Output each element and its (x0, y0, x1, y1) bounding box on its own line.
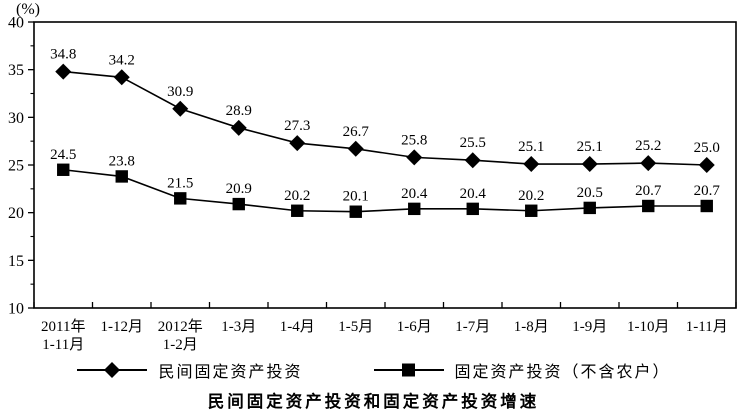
data-label: 25.1 (518, 139, 544, 155)
chart-title: 民间固定资产投资和固定资产投资增速 (207, 392, 540, 411)
series-total-investment: 24.5 23.8 21.5 20.9 20.2 20.1 20.4 20.4 20.2 20.5… (50, 147, 720, 218)
data-point-marker (113, 69, 130, 86)
diamond-marker-icon (77, 362, 148, 378)
data-point-marker (174, 192, 187, 205)
data-label: 24.5 (50, 147, 76, 163)
x-tick-label: 2011年 1-11月 (41, 318, 85, 353)
x-tick-label: 1-12月 (101, 319, 144, 335)
x-tick-label: 1-4月 (280, 319, 315, 335)
y-tick-label: 35 (8, 62, 24, 79)
plot-border (33, 21, 737, 309)
data-label: 20.4 (460, 186, 487, 202)
data-point-marker (347, 140, 364, 157)
series-private-investment: 34.8 34.2 30.9 28.9 27.3 26.7 25.8 25.5 25.1 25.1… (50, 47, 720, 173)
data-label: 25.0 (694, 140, 720, 156)
x-tick-label: 1-7月 (455, 319, 490, 335)
data-point-marker (408, 202, 421, 216)
data-label: 20.2 (284, 188, 310, 204)
y-tick-label: 10 (8, 301, 24, 318)
data-label: 20.2 (518, 188, 544, 204)
x-axis: 2011年 1-11月 1-12月 2012年 1-2月 1-3月 1-4月 1-5月 1-6月… (33, 302, 737, 353)
x-tick-label: 1-3月 (221, 319, 256, 335)
square-marker-icon (373, 363, 444, 377)
legend-item-private-investment: 民间固定资产投资 (76, 358, 302, 382)
data-label: 20.7 (635, 183, 662, 199)
data-label: 20.5 (577, 185, 603, 201)
series-line (63, 168, 707, 213)
x-tick-label: 1-9月 (572, 319, 607, 335)
data-label: 30.9 (167, 84, 193, 100)
data-point-marker (57, 163, 70, 176)
data-point-marker (583, 201, 596, 215)
data-point-marker (55, 63, 72, 80)
data-point-marker (349, 205, 362, 218)
data-point-marker (698, 157, 715, 173)
data-label: 25.2 (635, 138, 661, 154)
data-point-marker (523, 156, 540, 173)
legend-label: 固定资产投资（不含农户） (454, 364, 671, 381)
data-label: 34.2 (109, 52, 135, 68)
data-point-marker (642, 199, 655, 213)
data-point-marker (230, 119, 247, 136)
data-point-marker (232, 197, 245, 211)
x-tick-label: 1-6月 (397, 319, 432, 335)
legend-label: 民间固定资产投资 (158, 364, 303, 381)
y-tick-label: 40 (8, 15, 24, 32)
x-tick-label: 1-11月 (686, 319, 728, 335)
data-label: 26.7 (343, 124, 370, 140)
data-point-marker (406, 149, 423, 166)
data-label: 20.7 (694, 183, 721, 199)
data-label: 25.5 (460, 135, 486, 151)
data-point-marker (700, 199, 713, 213)
data-point-marker (581, 156, 598, 173)
x-tick-label: 2012年 1-2月 (158, 318, 203, 353)
x-tick-label: 1-10月 (627, 319, 670, 335)
x-tick-label: 1-8月 (514, 319, 549, 335)
y-axis-unit-label: (%) (16, 1, 40, 18)
data-label: 20.9 (226, 181, 252, 197)
data-label: 20.4 (401, 186, 428, 202)
data-point-marker (115, 170, 128, 183)
data-label: 21.5 (167, 175, 193, 191)
y-tick-label: 30 (8, 110, 24, 127)
data-point-marker (289, 135, 306, 152)
data-point-marker (464, 152, 481, 169)
data-label: 25.8 (401, 132, 427, 148)
data-label: 28.9 (226, 103, 252, 119)
data-label: 34.8 (50, 47, 76, 63)
data-point-marker (291, 204, 304, 217)
data-point-marker (466, 202, 479, 216)
y-tick-label: 20 (8, 205, 24, 222)
x-tick-label: 1-5月 (338, 319, 373, 335)
data-label: 25.1 (577, 139, 603, 155)
data-point-marker (172, 100, 189, 117)
data-point-marker (640, 155, 657, 172)
data-label: 23.8 (109, 153, 135, 169)
data-label: 27.3 (284, 118, 310, 134)
y-axis: 10 15 20 25 30 35 40 (8, 15, 34, 318)
y-tick-label: 25 (8, 158, 24, 175)
y-tick-label: 15 (8, 253, 24, 270)
data-label: 20.1 (343, 189, 369, 205)
data-point-marker (525, 204, 538, 217)
legend-item-total-investment: 固定资产投资（不含农户） (373, 358, 671, 382)
series-line (63, 70, 707, 166)
legend: 民间固定资产投资 固定资产投资（不含农户） (0, 358, 747, 382)
plot-area: 10 15 20 25 30 35 40 2011年 1-11月 1-12月 2012年 1-2月 1-… (8, 15, 737, 353)
